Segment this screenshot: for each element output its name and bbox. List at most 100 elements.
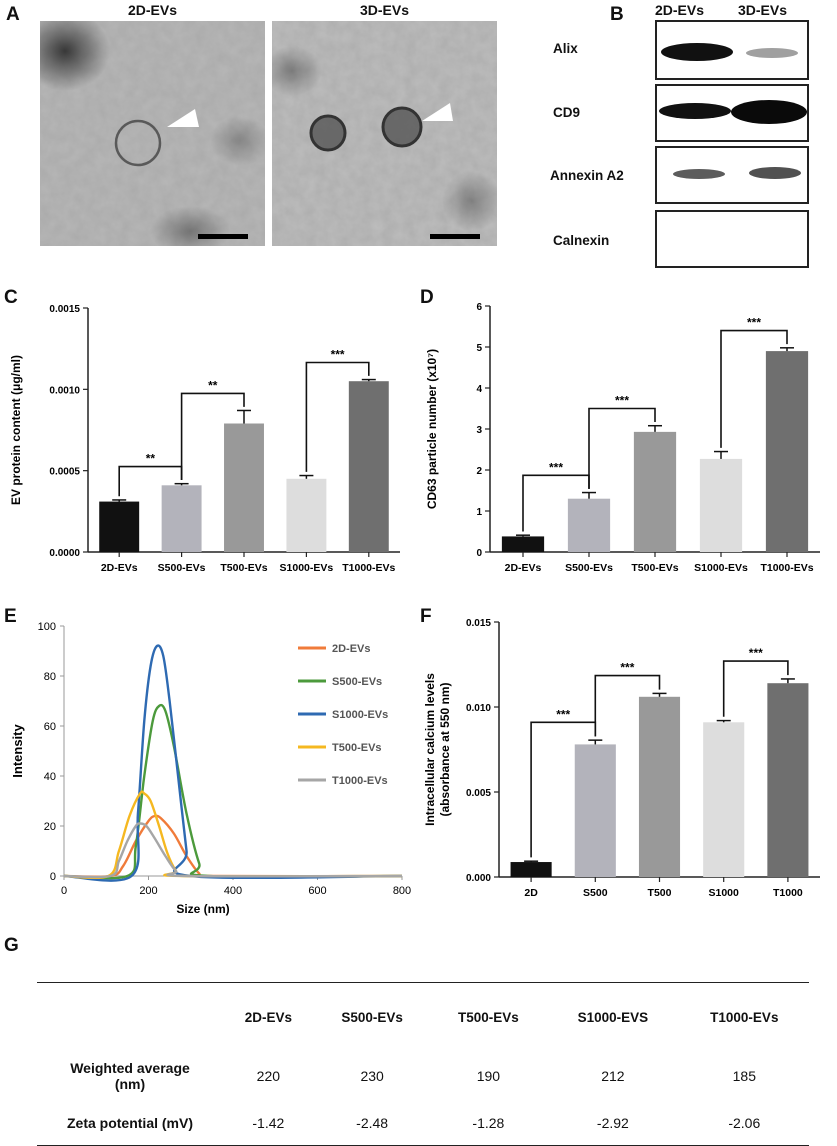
y-tick-label: 0.015 [466, 618, 491, 629]
y-tick-label: 6 [476, 302, 482, 313]
y-tick-label: 60 [44, 721, 56, 733]
series-line [63, 790, 403, 880]
series-line [63, 822, 403, 879]
y-tick-label: 100 [38, 621, 56, 633]
y-tick-label: 0.0015 [49, 304, 80, 315]
x-tick-label: 800 [393, 885, 411, 897]
y-tick-label: 20 [44, 821, 56, 833]
bar [574, 744, 616, 877]
x-tick-label: T1000-EVs [760, 562, 813, 574]
significance-bracket [305, 361, 370, 472]
legend-label: T1000-EVs [332, 775, 388, 787]
x-tick-label: S1000-EVs [280, 562, 334, 574]
panel-label-e: E [4, 606, 17, 627]
bar [99, 501, 140, 552]
x-tick-label: 200 [139, 885, 157, 897]
x-tick-label: S500-EVs [158, 562, 206, 574]
row-label-line1: Weighted average [70, 1060, 190, 1076]
significance-bracket [594, 674, 661, 737]
panel-label-g: G [4, 935, 19, 956]
table-cell: 230 [360, 1068, 384, 1084]
panel-label-a: A [6, 4, 20, 25]
significance-label: ** [208, 378, 218, 392]
x-tick-label: 400 [224, 885, 242, 897]
summary-table: 2D-EVs S500-EVs T500-EVs S1000-EVS T1000… [37, 982, 809, 1146]
tem-image-3d [272, 21, 497, 246]
y-tick-label: 0.010 [466, 703, 491, 714]
significance-label: ** [146, 452, 156, 466]
table-header-cell: S500-EVs [341, 1009, 403, 1025]
x-tick-label: 0 [61, 885, 67, 897]
bar [567, 498, 611, 552]
panel-label-c: C [4, 287, 18, 308]
significance-label: *** [615, 394, 629, 408]
table-row-label: Weighted average (nm) [37, 1051, 223, 1101]
y-tick-label: 0 [476, 548, 482, 559]
y-tick-label: 0 [50, 871, 56, 883]
legend-label: S1000-EVs [332, 709, 388, 721]
wb-label-calnexin: Calnexin [553, 233, 610, 248]
x-tick-label: T500-EVs [631, 562, 678, 574]
table-header-cell: 2D-EVs [244, 1009, 292, 1025]
y-axis-label: Intracellular calcium levels [423, 673, 437, 826]
x-tick-label: T500 [648, 887, 672, 899]
legend-label: T500-EVs [332, 742, 382, 754]
y-tick-label: 3 [476, 425, 482, 436]
y-tick-label: 0.0005 [49, 467, 80, 478]
wb-blot-cd9 [655, 84, 809, 142]
bar [501, 536, 545, 552]
table-cell: -2.48 [356, 1115, 389, 1131]
wb-blot-calnexin [655, 210, 809, 268]
table-row: Zeta potential (mV) -1.42 -2.48 -1.28 -2… [37, 1101, 809, 1145]
table-row-label: Zeta potential (mV) [66, 1115, 193, 1131]
table-corner [37, 983, 223, 1051]
tem-title-2d: 2D-EVs [127, 2, 178, 18]
table-cell: 212 [601, 1068, 625, 1084]
x-tick-label: S1000-EVs [694, 562, 748, 574]
x-axis-label: Size (nm) [176, 902, 229, 916]
chart-d-cd63-particle-number: 0 1 2 3 4 5 6 CD63 particle number (x10⁷) 2D-EVs… [425, 302, 820, 574]
y-axis-label-line2: (absorbance at 550 nm) [438, 682, 452, 816]
series-line [63, 703, 403, 880]
wb-header-3d: 3D-EVs [738, 2, 788, 18]
x-tick-label: S1000 [709, 887, 740, 899]
y-tick-label: 80 [44, 671, 56, 683]
x-tick-label: S500 [583, 887, 608, 899]
panel-label-d: D [420, 287, 434, 308]
chart-c-ev-protein-content: 0.0000 0.0005 0.0010 0.0015 EV protein conte… [9, 304, 400, 574]
table-header-cell: T500-EVs [457, 1009, 519, 1025]
table-cell: -1.42 [252, 1115, 285, 1131]
bar [633, 431, 677, 552]
y-axis-label: CD63 particle number (x10⁷) [425, 349, 439, 509]
table-header-row: 2D-EVs S500-EVs T500-EVs S1000-EVS T1000… [37, 983, 809, 1051]
x-tick-label: T500-EVs [220, 562, 267, 574]
table-cell: -1.28 [472, 1115, 505, 1131]
x-tick-label: 2D [524, 887, 538, 899]
tem-title-3d: 3D-EVs [359, 2, 410, 18]
wb-header-2d: 2D-EVs [655, 2, 705, 18]
y-axis-label: EV protein content (μg/ml) [9, 355, 23, 505]
bar [224, 423, 264, 552]
significance-label: *** [749, 646, 763, 660]
y-tick-label: 2 [476, 466, 482, 477]
bar [699, 458, 743, 552]
significance-bracket [722, 660, 789, 717]
tem-image-2d [40, 21, 265, 246]
x-tick-label: T1000-EVs [342, 562, 395, 574]
table-top-rule [37, 982, 809, 983]
y-axis-label: Intensity [10, 724, 25, 778]
x-tick-label: 2D-EVs [505, 562, 542, 574]
table-header-cell: S1000-EVS [577, 1009, 649, 1025]
significance-label: *** [747, 316, 761, 330]
significance-bracket [588, 407, 656, 489]
legend-label: 2D-EVs [332, 643, 371, 655]
x-tick-label: S500-EVs [565, 562, 613, 574]
y-tick-label: 40 [44, 771, 56, 783]
bar [161, 485, 202, 552]
y-tick-label: 1 [476, 507, 482, 518]
significance-bracket [720, 329, 788, 448]
y-tick-label: 0.005 [466, 788, 491, 799]
significance-bracket [180, 392, 245, 481]
significance-label: *** [620, 661, 634, 675]
wb-blot-alix [655, 20, 809, 80]
